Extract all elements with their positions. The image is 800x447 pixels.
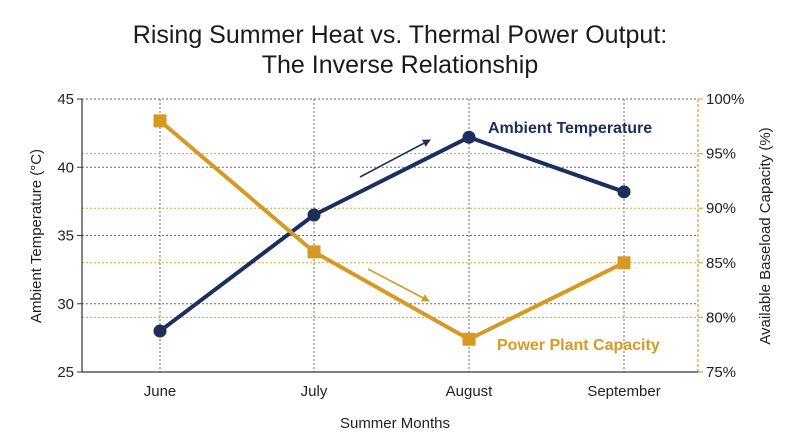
chart-title-line-1: Rising Summer Heat vs. Thermal Power Out…	[133, 21, 667, 49]
trend-arrow-temperature	[359, 139, 431, 178]
data-point-capacity	[617, 256, 631, 270]
y-axis-label-left: Ambient Temperature (°C)	[28, 149, 45, 323]
y-tick-label-left: 40	[57, 159, 74, 176]
x-axis-label: Summer Months	[340, 415, 450, 432]
y-tick-label-left: 35	[57, 228, 74, 245]
y-tick-label-right: 80%	[706, 309, 736, 326]
y-tick-label-right: 100%	[706, 91, 744, 108]
data-point-capacity	[153, 114, 167, 128]
data-point-temperature	[617, 185, 631, 199]
series-label-temperature: Ambient Temperature	[488, 120, 652, 137]
grid	[82, 98, 698, 372]
trend-arrows	[359, 139, 431, 302]
y-tick-label-left: 25	[57, 364, 74, 381]
series-label-capacity: Power Plant Capacity	[497, 337, 660, 354]
data-point-temperature	[153, 324, 167, 338]
series-line-1	[158, 119, 625, 342]
x-tick-label: September	[587, 383, 660, 400]
y-tick-label-left: 45	[57, 91, 74, 108]
trend-arrow-capacity	[367, 268, 430, 302]
data-point-temperature	[307, 208, 321, 222]
data-point-temperature	[462, 130, 476, 144]
y-tick-label-right: 95%	[706, 146, 736, 163]
y-axis-label-right: Available Baseload Capacity (%)	[757, 127, 774, 344]
data-point-capacity	[307, 245, 321, 259]
axes: 25 30 35 40 45 75% 80% 85% 90% 95% 100% June July Aug…	[57, 91, 744, 400]
data-point-capacity	[462, 332, 476, 346]
x-tick-label: June	[144, 383, 177, 400]
series-line-0	[158, 135, 625, 333]
y-tick-label-left: 30	[57, 296, 74, 313]
y-tick-label-right: 75%	[706, 364, 736, 381]
series: Ambient Temperature Power Plant Capacity	[153, 114, 660, 354]
x-tick-label: July	[301, 383, 328, 400]
y-tick-label-right: 90%	[706, 200, 736, 217]
chart-title-line-2: The Inverse Relationship	[262, 51, 539, 79]
y-tick-label-right: 85%	[706, 255, 736, 272]
x-tick-label: August	[446, 383, 494, 400]
